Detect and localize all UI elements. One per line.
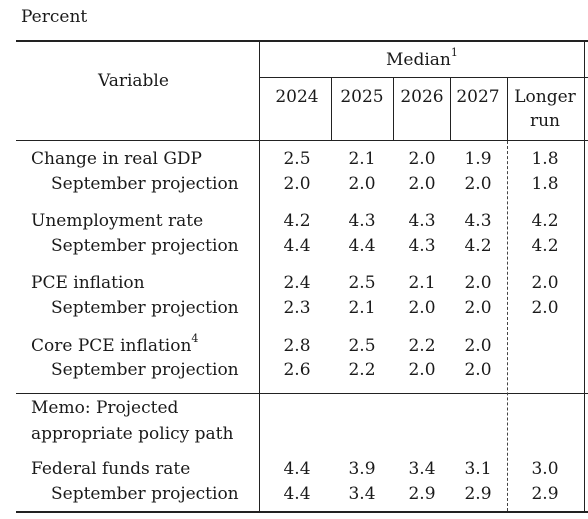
table-cell: 2.1 [348,149,376,169]
table-cell: 4.3 [408,236,436,256]
row-label-text: Unemployment rate [31,211,204,231]
row-label: Unemployment rate [31,211,203,231]
table-cell: 2.0 [464,360,492,380]
table-cell: 2.6 [283,360,311,380]
row-label: September projection [51,484,239,504]
table-cell: 2.0 [464,336,492,356]
row-label-text: PCE inflation [31,273,145,293]
table-cell: 2.0 [283,174,311,194]
longer-run-divider-header [507,78,508,140]
table-cell: 3.4 [408,459,436,479]
right-edge-line [584,41,585,512]
table-cell: 2.0 [348,174,376,194]
row-label: Change in real GDP [31,149,202,169]
variable-header: Variable [98,71,169,91]
year-header-2024: 2024 [275,87,319,107]
table-cell: 2.0 [408,360,436,380]
row-label: PCE inflation [31,273,145,293]
table-cell: 2.8 [283,336,311,356]
table-cell: 2.5 [348,273,376,293]
table-cell: 3.1 [464,459,492,479]
table-cell: 2.3 [283,298,311,318]
row-label: Federal funds rate [31,459,190,479]
row-label-text: September projection [51,484,239,504]
year-header-2027: 2027 [456,87,500,107]
table-cell: 3.9 [348,459,376,479]
table-cell: 4.2 [464,236,492,256]
table-cell: 4.3 [408,211,436,231]
table-cell: 1.9 [464,149,492,169]
table-cell: 1.8 [531,174,559,194]
table-cell: 2.2 [408,336,436,356]
table-cell: 4.2 [283,211,311,231]
median-footnote-marker: 1 [450,46,458,60]
table-cell: 2.1 [348,298,376,318]
table-cell: 2.9 [408,484,436,504]
table-cell: 2.5 [283,149,311,169]
table-cell: 4.4 [348,236,376,256]
memo-top-rule [16,393,588,394]
table-cell: 3.0 [531,459,559,479]
table-cell: 2.4 [283,273,311,293]
row-label-text: September projection [51,236,239,256]
longer-run-header-line1: Longer [514,87,576,107]
table-cell: 2.0 [464,174,492,194]
table-cell: 2.0 [408,174,436,194]
table-cell: 2.0 [408,149,436,169]
table-cell: 4.4 [283,484,311,504]
table-cell: 2.9 [464,484,492,504]
table-cell: 2.0 [464,298,492,318]
memo-line1: Memo: Projected [31,398,179,418]
row-label: September projection [51,298,239,318]
row-label: September projection [51,236,239,256]
row-label-text: Core PCE inflation [31,336,192,356]
row-label-text: Change in real GDP [31,149,202,169]
row-label: Core PCE inflation4 [31,333,198,356]
row-label: September projection [51,174,239,194]
longer-run-header-line2: run [529,111,561,131]
row-label: September projection [51,360,239,380]
median-header-text: Median [386,50,451,70]
row-label-text: September projection [51,298,239,318]
bottom-rule [16,511,588,513]
unit-label: Percent [21,7,88,27]
year-divider-3 [450,78,451,140]
median-underline [259,77,588,78]
year-header-2026: 2026 [400,87,444,107]
table-cell: 4.2 [531,236,559,256]
row-label-text: September projection [51,360,239,380]
table-cell: 1.8 [531,149,559,169]
header-bottom-rule [16,140,588,141]
median-header: Median1 [386,47,458,70]
table-cell: 3.4 [348,484,376,504]
table-cell: 4.3 [464,211,492,231]
top-rule [16,40,588,42]
year-divider-2 [393,78,394,140]
table-cell: 2.1 [408,273,436,293]
table-cell: 4.2 [531,211,559,231]
table-cell: 4.4 [283,459,311,479]
year-divider-1 [331,78,332,140]
table-cell: 2.0 [531,273,559,293]
table-cell: 2.0 [464,273,492,293]
row-label-text: Federal funds rate [31,459,191,479]
table-cell: 2.0 [408,298,436,318]
table-cell: 2.0 [531,298,559,318]
table-cell: 4.4 [283,236,311,256]
year-header-2025: 2025 [340,87,384,107]
table-cell: 4.3 [348,211,376,231]
table-cell: 2.2 [348,360,376,380]
table-cell: 2.5 [348,336,376,356]
memo-line2: appropriate policy path [31,424,234,444]
variable-divider [259,41,260,512]
longer-run-divider-dashed [507,141,508,511]
row-label-text: September projection [51,174,239,194]
table-cell: 2.9 [531,484,559,504]
row-footnote-marker: 4 [191,332,199,346]
